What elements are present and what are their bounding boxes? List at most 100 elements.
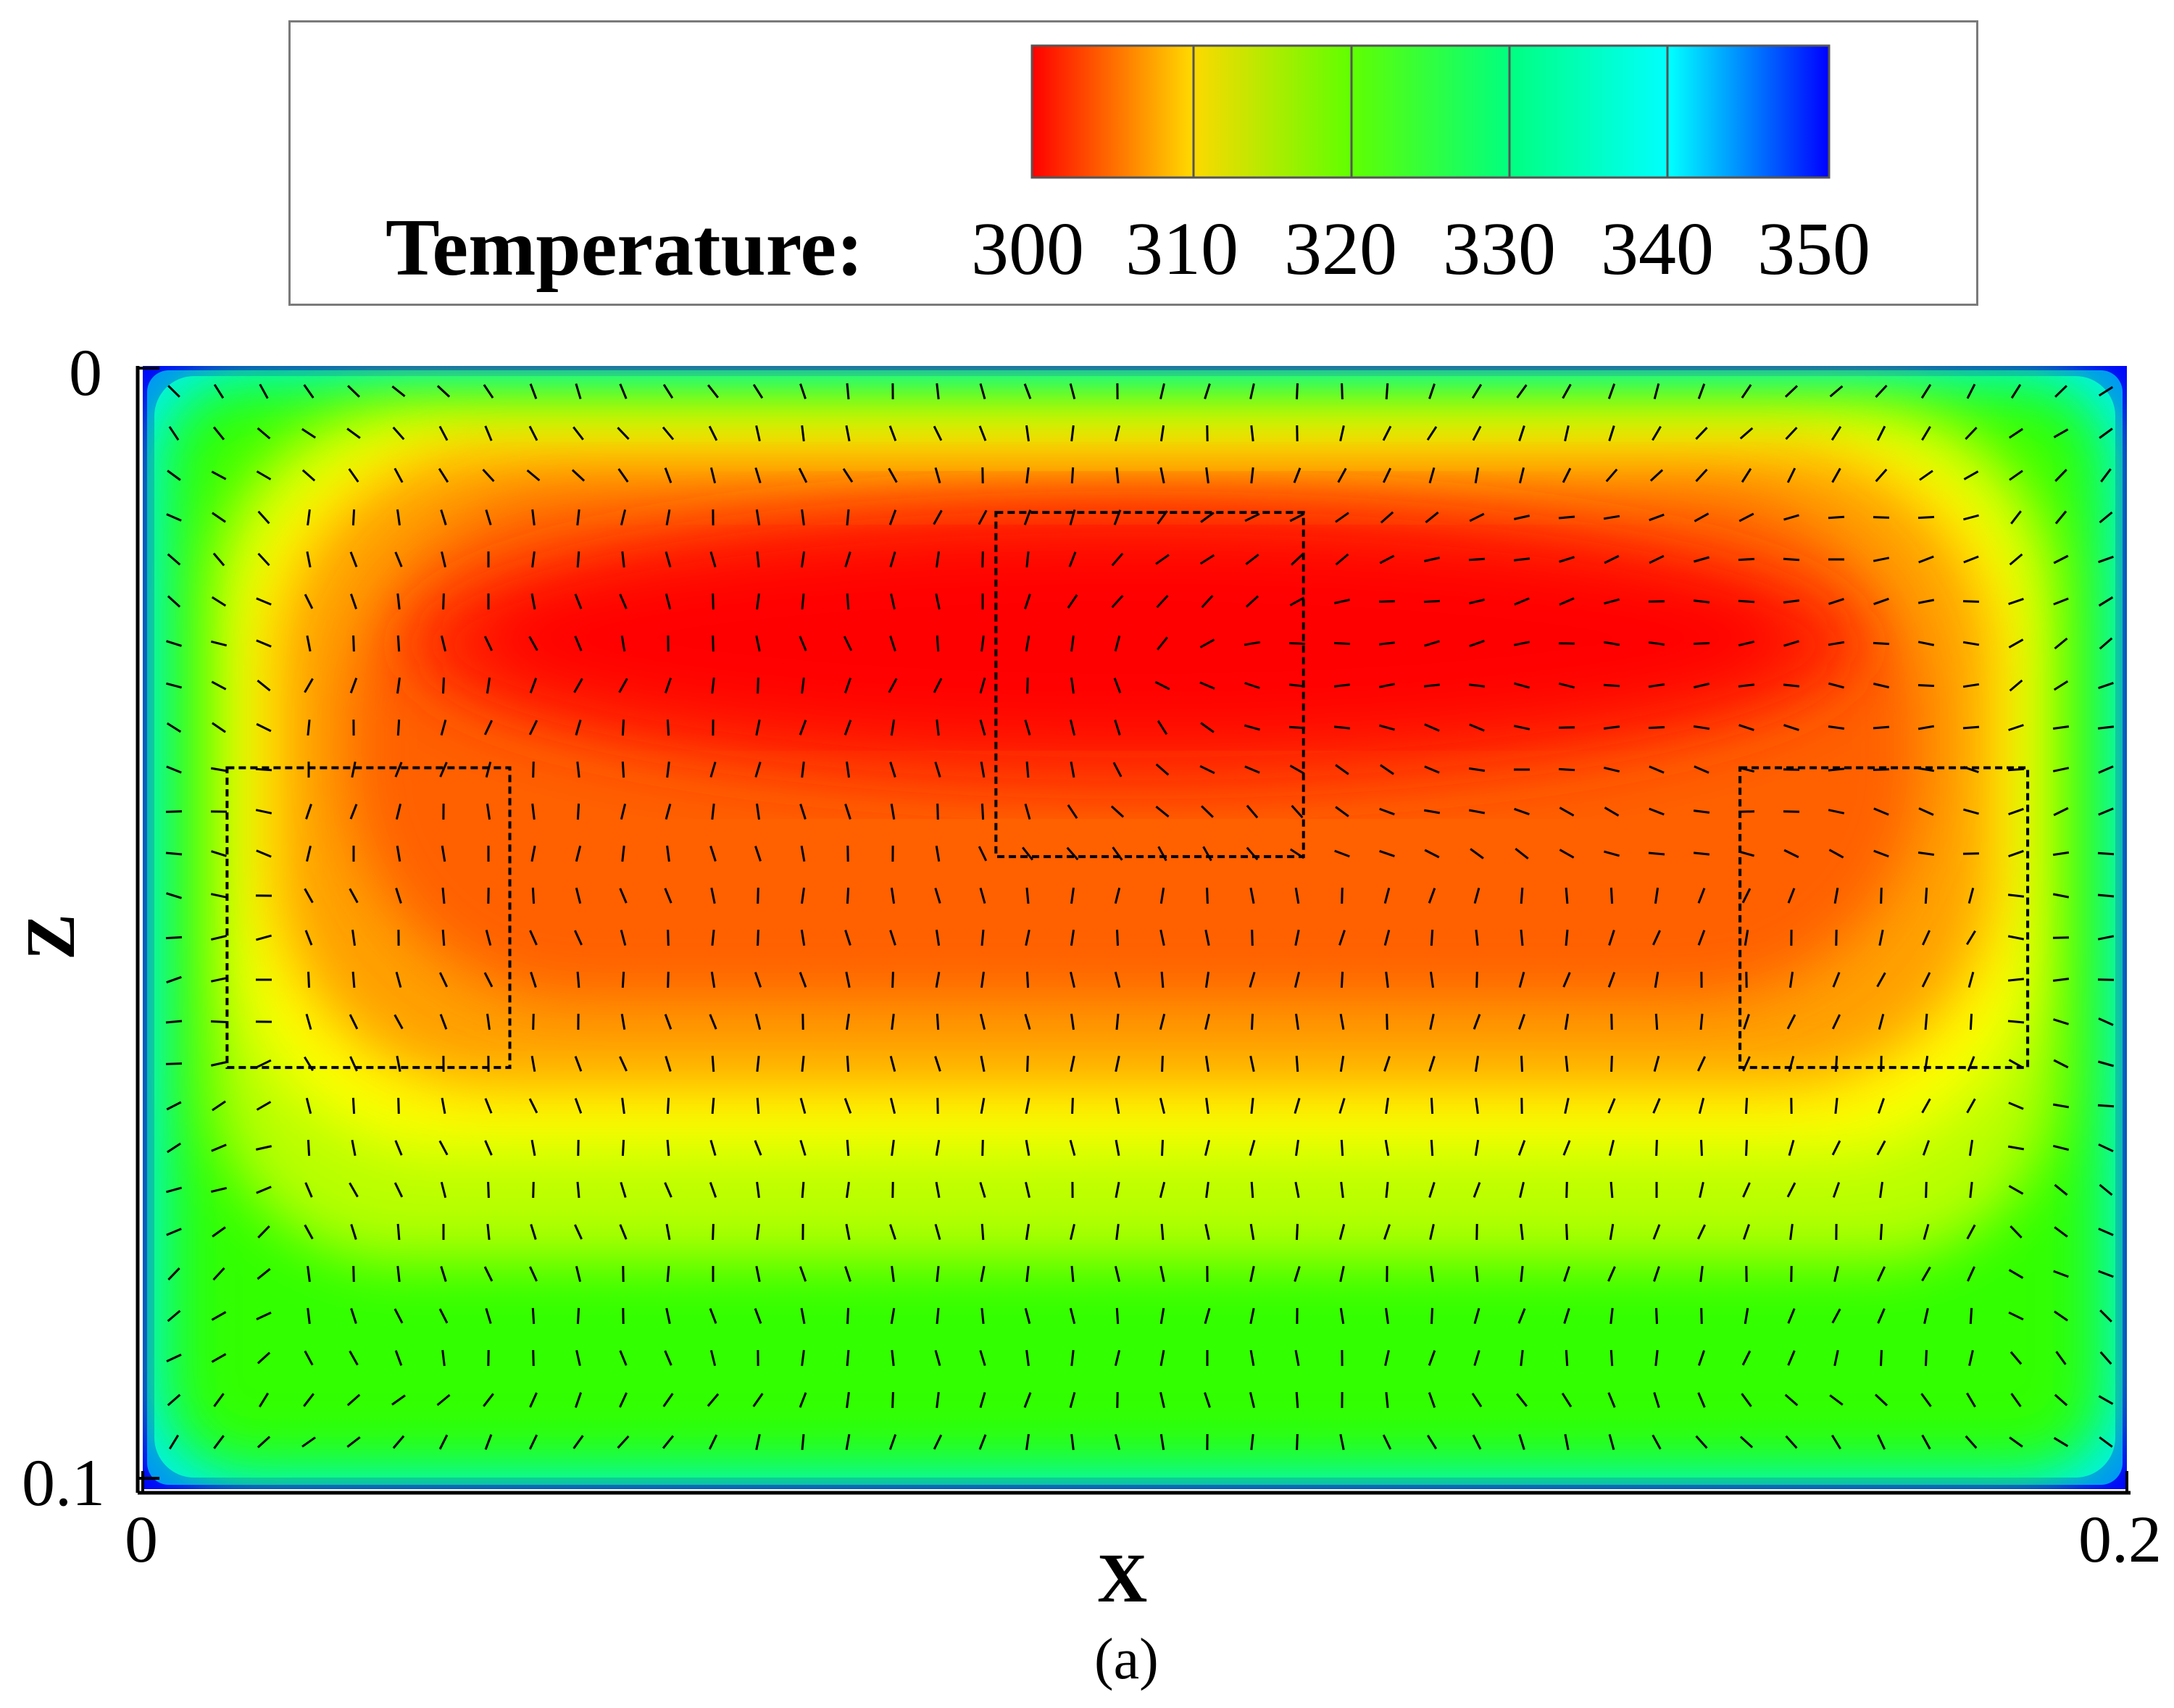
- vector-arrow: [1873, 807, 1889, 816]
- vector-arrow: [1250, 467, 1254, 484]
- vector-arrow: [2053, 597, 2069, 606]
- vector-arrow: [801, 677, 805, 694]
- vector-arrow: [799, 636, 807, 651]
- vector-arrow: [1649, 807, 1665, 816]
- vector-arrow: [1696, 1056, 1707, 1072]
- vector-arrow: [2097, 893, 2115, 898]
- vector-arrow: [2053, 1059, 2069, 1069]
- vector-arrow: [1025, 887, 1030, 904]
- vector-arrow: [1653, 1056, 1660, 1072]
- vector-arrow: [619, 1392, 628, 1408]
- vector-arrow: [1244, 512, 1260, 522]
- vector-arrow: [1699, 1013, 1704, 1030]
- vector-arrow: [166, 722, 182, 733]
- vector-arrow: [1249, 887, 1255, 904]
- vector-arrow: [307, 509, 311, 526]
- vector-arrow: [1876, 425, 1886, 441]
- vector-arrow: [755, 635, 761, 652]
- vector-arrow: [575, 845, 582, 862]
- vector-arrow: [165, 851, 183, 856]
- vector-arrow: [1070, 929, 1075, 946]
- vector-arrow: [1739, 427, 1754, 440]
- vector-arrow: [211, 596, 227, 607]
- vector-arrow: [574, 593, 583, 609]
- vector-arrow: [889, 551, 896, 568]
- vector-arrow: [799, 804, 807, 820]
- vector-arrow: [843, 636, 853, 651]
- vector-arrow: [889, 1224, 896, 1240]
- vector-arrow: [351, 929, 356, 946]
- vector-arrow: [845, 1433, 851, 1451]
- vector-arrow: [438, 1434, 449, 1450]
- vector-arrow: [666, 761, 670, 778]
- vector-arrow: [1340, 1181, 1344, 1199]
- vector-arrow: [1339, 1013, 1345, 1030]
- vector-arrow: [1023, 509, 1032, 525]
- vector-arrow: [1831, 1434, 1841, 1450]
- vector-arrow: [1697, 1392, 1706, 1408]
- vector-arrow: [1695, 427, 1708, 440]
- vector-arrow: [1334, 849, 1350, 858]
- vector-arrow: [1425, 511, 1439, 524]
- vector-arrow: [799, 383, 807, 399]
- vector-arrow: [486, 677, 491, 694]
- vector-arrow: [666, 719, 670, 736]
- vector-arrow: [1604, 850, 1620, 857]
- vector-arrow: [1428, 383, 1436, 399]
- vector-arrow: [1025, 971, 1030, 988]
- vector-arrow: [846, 1139, 850, 1157]
- vector-arrow: [1649, 765, 1665, 774]
- vector-arrow: [1289, 512, 1305, 522]
- vector-arrow: [1967, 1056, 1975, 1072]
- vector-arrow: [1607, 383, 1616, 399]
- vector-arrow: [305, 1013, 312, 1030]
- vector-arrow: [1159, 425, 1165, 442]
- vector-arrow: [620, 509, 627, 526]
- vector-arrow: [1295, 1391, 1299, 1409]
- vector-arrow: [213, 1393, 225, 1407]
- vector-arrow: [619, 888, 628, 904]
- vector-arrow: [1296, 1433, 1299, 1451]
- vector-arrow: [1699, 1265, 1704, 1283]
- vector-arrow: [168, 425, 180, 441]
- vector-arrow: [1565, 929, 1569, 946]
- vector-arrow: [980, 1097, 986, 1115]
- vector-arrow: [168, 1434, 180, 1450]
- vector-arrow: [2054, 1183, 2068, 1196]
- vector-arrow: [1295, 1013, 1299, 1030]
- vector-arrow: [1025, 1097, 1030, 1115]
- vector-arrow: [754, 846, 762, 862]
- vector-arrow: [1471, 1392, 1483, 1408]
- vector-arrow: [348, 468, 359, 483]
- vector-arrow: [1114, 1349, 1121, 1367]
- vector-arrow: [1828, 849, 1844, 859]
- vector-arrow: [2052, 978, 2070, 982]
- vector-arrow: [1429, 1013, 1435, 1030]
- vector-arrow: [576, 551, 580, 568]
- vector-arrow: [1783, 683, 1800, 688]
- temperature-field: [143, 366, 2127, 1489]
- vector-arrow: [1157, 636, 1168, 651]
- vector-arrow: [756, 803, 760, 820]
- vector-arrow: [936, 1265, 940, 1283]
- vector-arrow: [349, 678, 358, 693]
- vector-arrow: [980, 761, 986, 778]
- vector-arrow: [801, 887, 805, 904]
- vector-arrow: [211, 680, 227, 691]
- vector-arrow: [844, 930, 851, 946]
- vector-arrow: [1244, 724, 1260, 731]
- vector-arrow: [1962, 725, 1980, 730]
- vector-arrow: [257, 552, 270, 567]
- vector-arrow: [350, 1308, 357, 1324]
- vector-arrow: [1654, 1349, 1659, 1367]
- vector-arrow: [846, 1055, 850, 1072]
- vector-arrow: [664, 888, 672, 904]
- vector-arrow: [575, 1265, 582, 1283]
- vector-arrow: [576, 971, 580, 988]
- vector-arrow: [167, 595, 181, 608]
- vector-arrow: [710, 971, 716, 988]
- vector-arrow: [1559, 597, 1575, 606]
- vector-arrow: [211, 1143, 227, 1152]
- vector-arrow: [394, 1350, 403, 1366]
- vector-arrow: [1513, 725, 1530, 730]
